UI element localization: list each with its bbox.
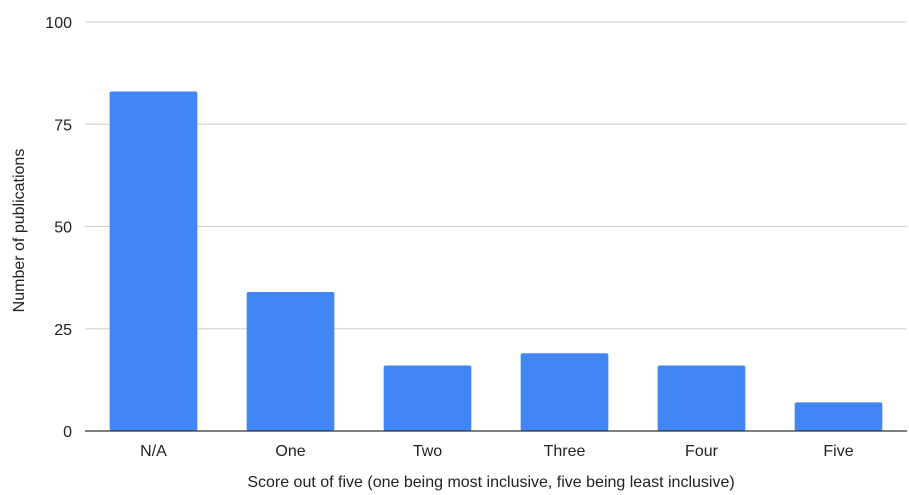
bar-two xyxy=(383,365,472,431)
bars xyxy=(109,91,883,431)
x-tick-label: Five xyxy=(823,443,853,460)
bar-one xyxy=(246,291,335,431)
bar-five xyxy=(794,402,883,431)
y-tick-label: 25 xyxy=(54,322,72,339)
x-axis-ticks: N/A One Two Three Four Five xyxy=(140,443,854,460)
y-axis-title: Number of publications xyxy=(11,149,28,313)
gridlines xyxy=(85,21,907,330)
y-tick-label: 0 xyxy=(63,424,72,441)
x-tick-label: N/A xyxy=(140,443,167,460)
x-tick-label: Three xyxy=(544,443,586,460)
x-axis-title: Score out of five (one being most inclus… xyxy=(247,474,734,491)
bar-four xyxy=(657,365,746,431)
x-tick-label: Four xyxy=(685,443,719,460)
y-axis-ticks: 0 25 50 75 100 xyxy=(45,15,72,441)
y-tick-label: 50 xyxy=(54,220,72,237)
bar-three xyxy=(520,353,609,431)
bar-n-a xyxy=(109,91,198,431)
x-tick-label: Two xyxy=(413,443,442,460)
y-tick-label: 100 xyxy=(45,15,72,32)
x-tick-label: One xyxy=(275,443,305,460)
y-tick-label: 75 xyxy=(54,117,72,134)
